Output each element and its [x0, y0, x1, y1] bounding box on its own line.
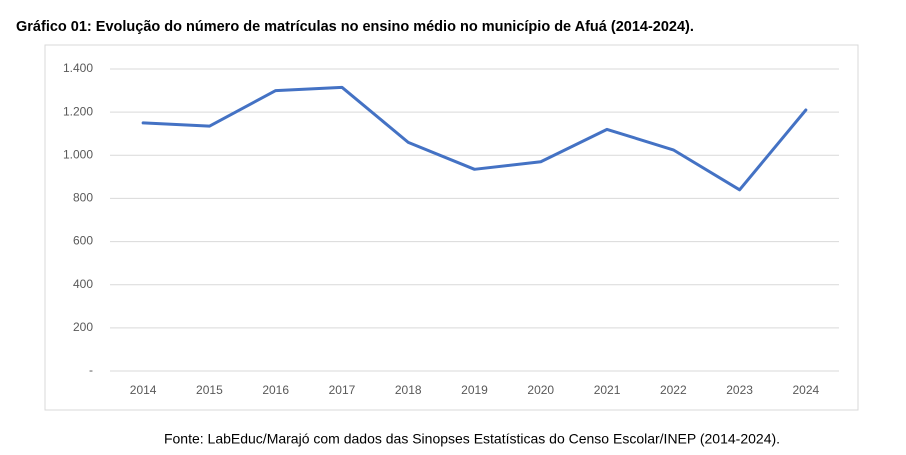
- x-tick-label: 2024: [793, 383, 820, 397]
- y-tick-label: 400: [73, 277, 93, 291]
- x-tick-label: 2017: [329, 383, 356, 397]
- y-tick-label: 800: [73, 191, 93, 205]
- source-note: Fonte: LabEduc/Marajó com dados das Sino…: [164, 431, 780, 447]
- x-tick-label: 2014: [130, 383, 157, 397]
- y-tick-label: 1.200: [63, 104, 93, 118]
- y-tick-label: 1.400: [63, 61, 93, 75]
- x-tick-label: 2016: [262, 383, 289, 397]
- y-tick-label: 1.000: [63, 147, 93, 161]
- data-line: [141, 85, 808, 192]
- x-tick-label: 2022: [660, 383, 687, 397]
- y-tick-label: 200: [73, 320, 93, 334]
- y-tick-label: -: [89, 363, 93, 377]
- chart-frame: [44, 44, 859, 411]
- x-tick-label: 2020: [527, 383, 554, 397]
- x-tick-label: 2015: [196, 383, 223, 397]
- y-tick-label: 600: [73, 234, 93, 248]
- x-tick-label: 2018: [395, 383, 422, 397]
- x-tick-label: 2021: [594, 383, 621, 397]
- x-tick-label: 2023: [726, 383, 753, 397]
- x-tick-label: 2019: [461, 383, 488, 397]
- chart-title: Gráfico 01: Evolução do número de matríc…: [16, 19, 694, 35]
